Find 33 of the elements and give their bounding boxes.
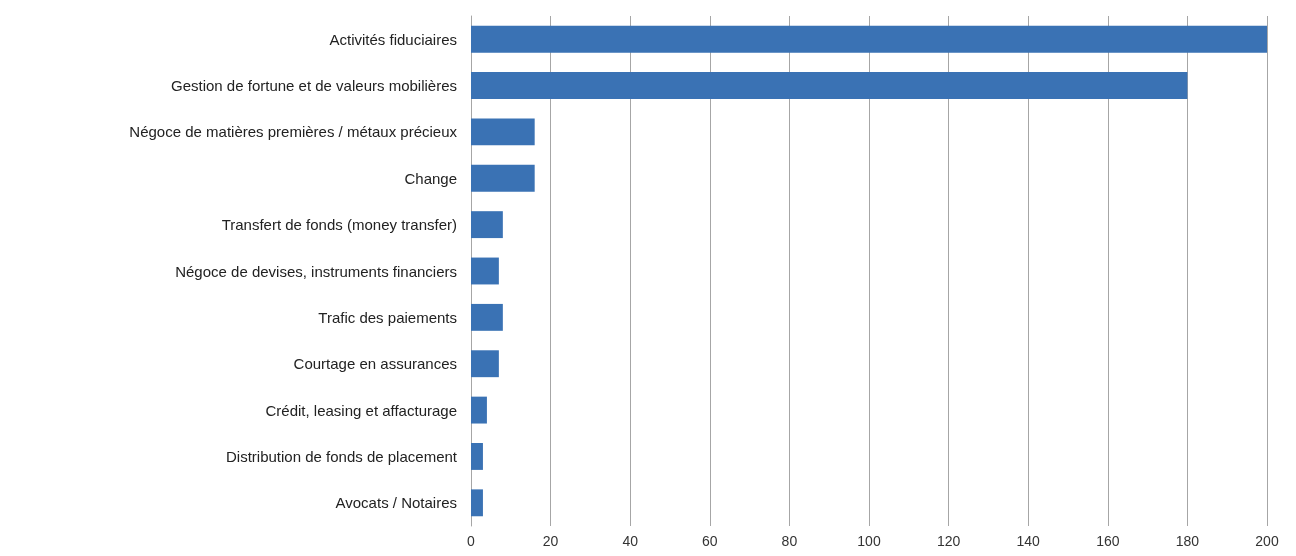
- y-tick-label: Avocats / Notaires: [335, 494, 457, 512]
- bar: [471, 489, 483, 517]
- x-tick-label: 140: [1016, 533, 1041, 549]
- y-tick-label: Change: [404, 169, 457, 187]
- bar: [471, 211, 503, 239]
- y-tick-label: Crédit, leasing et affacturage: [265, 401, 457, 419]
- y-tick-label: Courtage en assurances: [293, 355, 457, 373]
- x-tick-label: 60: [702, 533, 718, 549]
- x-tick-label: 100: [857, 533, 881, 549]
- y-tick-label: Gestion de fortune et de valeurs mobilières: [171, 77, 457, 95]
- x-tick-label: 180: [1175, 533, 1200, 549]
- x-tick-label: 0: [467, 533, 476, 549]
- y-tick-label: Trafic des paiements: [318, 308, 457, 326]
- bar: [471, 350, 499, 378]
- bar: [471, 303, 503, 331]
- y-tick-label: Activités fiduciaires: [329, 30, 457, 48]
- x-tick-label: 80: [781, 533, 798, 549]
- bar: [471, 396, 487, 424]
- x-tick-label: 40: [622, 533, 639, 549]
- x-tick-label: 120: [936, 533, 961, 549]
- y-tick-label: Négoce de devises, instruments financiers: [175, 262, 457, 280]
- bar: [471, 257, 499, 285]
- y-tick-label: Transfert de fonds (money transfer): [221, 216, 457, 234]
- x-tick-label: 160: [1096, 533, 1120, 549]
- bar: [471, 72, 1188, 99]
- y-tick-label: Distribution de fonds de placement: [226, 447, 458, 465]
- bar: [471, 25, 1267, 53]
- x-tick-label: 20: [542, 533, 559, 549]
- bar: [471, 443, 483, 470]
- bar: [471, 118, 535, 146]
- y-tick-label: Négoce de matières premières / métaux précieux: [129, 123, 458, 141]
- bar: [471, 164, 535, 192]
- x-tick-label: 200: [1255, 533, 1279, 549]
